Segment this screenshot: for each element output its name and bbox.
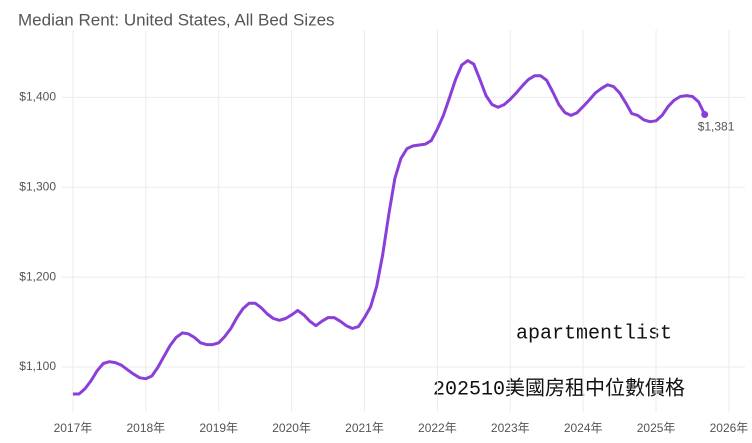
x-tick-label: 2019年 xyxy=(199,421,238,435)
chart-title: Median Rent: United States, All Bed Size… xyxy=(18,10,335,29)
y-tick-label: $1,400 xyxy=(19,90,56,104)
y-tick-label: $1,100 xyxy=(19,359,56,373)
x-tick-label: 2026年 xyxy=(710,421,749,435)
x-tick-label: 2018年 xyxy=(126,421,165,435)
y-tick-label: $1,200 xyxy=(19,269,56,283)
x-tick-label: 2025年 xyxy=(637,421,676,435)
x-tick-label: 2023年 xyxy=(491,421,530,435)
end-point xyxy=(701,110,709,118)
line xyxy=(72,59,707,396)
watermark: apartmentlist xyxy=(516,322,672,345)
x-tick-label: 2022年 xyxy=(418,421,457,435)
watermark: 202510美國房租中位數價格 xyxy=(433,376,685,401)
value-label: $1,381 xyxy=(698,120,735,134)
x-tick-label: 2021年 xyxy=(345,421,384,435)
x-tick-label: 2017年 xyxy=(54,421,93,435)
x-tick-label: 2020年 xyxy=(272,421,311,435)
x-tick-label: 2024年 xyxy=(564,421,603,435)
y-tick-label: $1,300 xyxy=(19,179,56,193)
